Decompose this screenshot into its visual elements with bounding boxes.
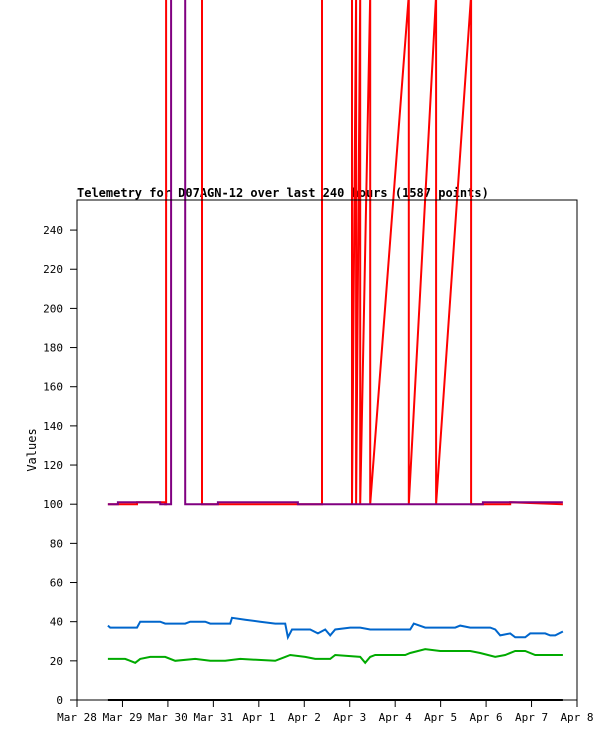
y-tick-label: 160 [43, 381, 63, 394]
y-tick-label: 20 [50, 655, 63, 668]
x-tick-label: Apr 5 [424, 711, 457, 724]
x-tick-label: Apr 7 [515, 711, 548, 724]
x-tick-label: Mar 31 [193, 711, 233, 724]
y-tick-label: 80 [50, 537, 63, 550]
y-axis-label: Values [25, 428, 39, 471]
plot-frame [76, 199, 578, 701]
x-tick-label: Mar 30 [148, 711, 188, 724]
y-tick-label: 180 [43, 342, 63, 355]
series-red-line [107, 0, 563, 506]
chart-title: Telemetry for D07AGN-12 over last 240 ho… [77, 186, 489, 200]
y-tick-label: 100 [43, 498, 63, 511]
y-tick-label: 240 [43, 224, 63, 237]
x-tick-label: Apr 4 [379, 711, 412, 724]
y-tick-label: 0 [56, 694, 63, 707]
y-tick-label: 140 [43, 420, 63, 433]
series-blue-line [107, 616, 564, 641]
x-tick-label: Apr 3 [333, 711, 366, 724]
y-tick-label: 40 [50, 616, 63, 629]
x-tick-label: Apr 8 [560, 711, 593, 724]
y-tick-label: 60 [50, 577, 63, 590]
x-tick-label: Mar 28 [57, 711, 97, 724]
x-tick-label: Apr 6 [470, 711, 503, 724]
x-tick-label: Mar 29 [103, 711, 143, 724]
y-tick-label: 220 [43, 263, 63, 276]
x-tick-label: Apr 1 [242, 711, 275, 724]
y-tick-label: 120 [43, 459, 63, 472]
series-purple-line [107, 0, 563, 506]
series-green-line [107, 648, 563, 665]
x-tick-label: Apr 2 [288, 711, 321, 724]
y-tick-label: 200 [43, 302, 63, 315]
